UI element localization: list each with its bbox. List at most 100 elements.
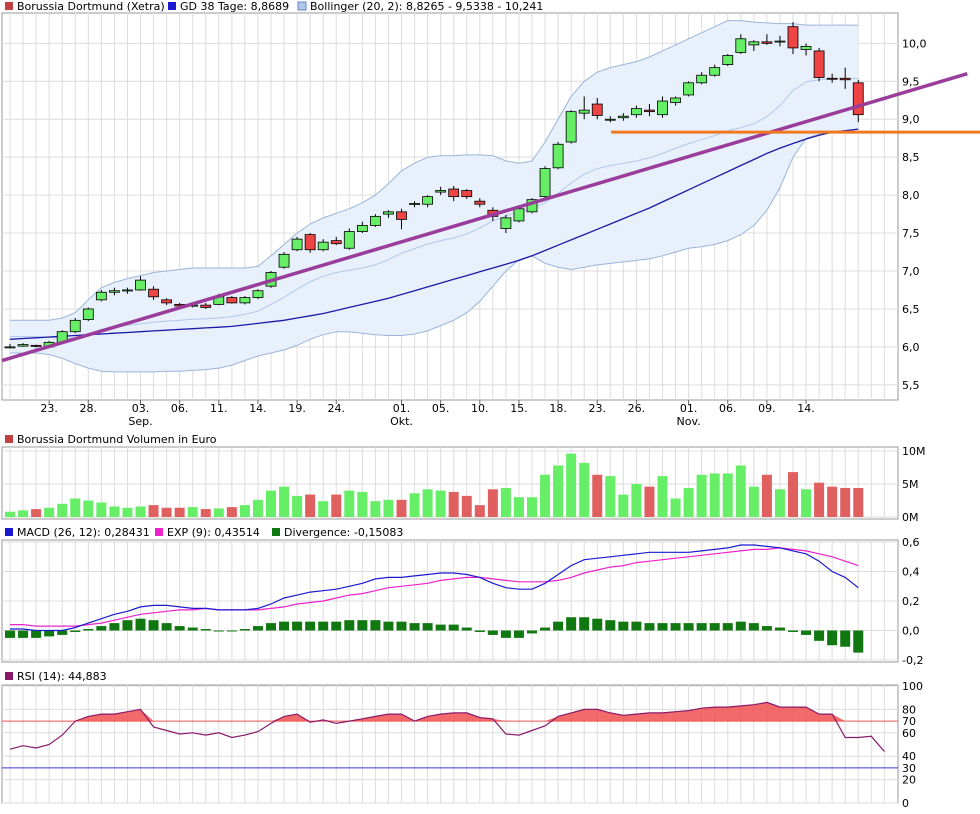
x-tick-label: 11.	[210, 402, 228, 415]
divergence-bar	[109, 623, 120, 631]
price-y-tick: 10,0	[902, 37, 927, 50]
exp-legend: EXP (9): 0,43514	[167, 526, 260, 539]
candle-body	[735, 38, 747, 53]
volume-bar	[696, 474, 707, 517]
volume-bar	[31, 509, 42, 517]
volume-bar	[396, 499, 407, 517]
volume-bar	[331, 494, 342, 517]
rsi-y-tick: 40	[902, 750, 916, 763]
candle-body	[200, 304, 212, 308]
divergence-bar	[474, 630, 485, 632]
divergence-bar	[266, 623, 276, 631]
volume-bar	[540, 474, 551, 517]
candle-body	[761, 41, 773, 44]
candle-body	[226, 297, 238, 304]
volume-bar	[814, 482, 825, 517]
x-tick-label: 19.	[288, 402, 306, 415]
volume-bar	[292, 495, 303, 517]
divergence-bar	[788, 630, 798, 632]
volume-bar	[370, 501, 381, 517]
divergence-bar	[748, 623, 759, 631]
volume-bar	[266, 490, 276, 517]
volume-bar	[840, 487, 851, 517]
divergence-bar	[83, 629, 94, 631]
divergence-bar	[513, 630, 524, 638]
volume-bar	[853, 487, 864, 517]
volume-bar	[605, 476, 616, 517]
divergence-bar	[213, 630, 224, 632]
volume-bar	[579, 462, 590, 517]
candle-body	[396, 211, 407, 220]
volume-y-tick: 0M	[902, 511, 919, 524]
volume-bar	[592, 474, 603, 517]
divergence-bar	[5, 630, 15, 638]
price-y-tick: 6,5	[902, 303, 920, 316]
bollinger-lower-line	[10, 131, 859, 373]
sma-legend-swatch	[168, 2, 176, 10]
volume-bar	[409, 493, 420, 517]
candle-body	[709, 67, 721, 76]
divergence-bar	[135, 618, 146, 631]
candle-body	[304, 234, 316, 251]
volume-bar	[748, 486, 759, 517]
divergence-bar	[735, 621, 746, 631]
volume-bar	[135, 506, 146, 517]
candle-body	[852, 82, 864, 116]
trend-line	[1, 72, 968, 363]
rsi-y-tick: 100	[902, 680, 923, 693]
x-tick-label: 10.	[471, 402, 489, 415]
candle-body	[565, 111, 577, 143]
macd-legend: MACD (26, 12): 0,28431	[17, 526, 150, 539]
volume-bar	[618, 494, 629, 517]
divergence-bar	[187, 627, 198, 631]
divergence-bar	[161, 623, 172, 631]
divergence-bar	[853, 630, 864, 653]
price-y-tick: 8,0	[902, 189, 920, 202]
divergence-bar	[527, 630, 537, 634]
divergence-bar	[579, 617, 590, 631]
rsi-line	[9, 701, 885, 752]
candle-body	[343, 231, 355, 249]
x-tick-label: 06.	[171, 402, 189, 415]
divergence-bar	[409, 623, 420, 631]
divergence-bar	[827, 630, 838, 646]
candle-body	[657, 100, 668, 116]
rsi-y-tick: 80	[902, 703, 916, 716]
divergence-bar	[96, 626, 107, 631]
divergence-bar	[592, 618, 603, 631]
candle-body	[109, 290, 120, 293]
divergence-bar	[279, 621, 290, 631]
divergence-bar	[226, 630, 237, 632]
candle-body	[409, 203, 420, 205]
rsi-y-tick: 0	[902, 797, 909, 810]
rsi-legend-swatch	[5, 672, 13, 680]
rsi-legend: RSI (14): 44,883	[17, 670, 107, 683]
divergence-bar	[383, 621, 394, 631]
candle-body	[683, 82, 694, 96]
volume-y-tick: 5M	[902, 478, 919, 491]
volume-bar	[553, 465, 564, 517]
volume-bar	[239, 505, 250, 517]
candle-body	[30, 344, 42, 347]
volume-bar	[70, 498, 81, 517]
volume-bar	[644, 486, 655, 517]
divergence-legend-swatch	[272, 528, 280, 536]
price-y-tick: 6,0	[902, 341, 920, 354]
divergence-bar	[305, 621, 316, 631]
divergence-bar	[540, 627, 551, 631]
divergence-bar	[631, 621, 642, 631]
volume-bar	[670, 498, 681, 517]
volume-bar	[709, 473, 720, 517]
divergence-bar	[774, 627, 785, 631]
candle-body	[617, 115, 629, 119]
divergence-bar	[422, 623, 433, 631]
volume-bar	[83, 500, 94, 517]
x-tick-label: 01.	[393, 402, 411, 415]
volume-bar	[631, 484, 642, 517]
macd-y-tick: 0,4	[902, 566, 920, 579]
divergence-bar	[448, 624, 459, 631]
volume-bar	[435, 490, 446, 517]
exp-legend-swatch	[155, 528, 163, 536]
macd-panel: -0,20,00,20,40,6 MACD (26, 12): 0,28431 …	[1, 526, 923, 667]
volume-bar	[513, 497, 524, 517]
